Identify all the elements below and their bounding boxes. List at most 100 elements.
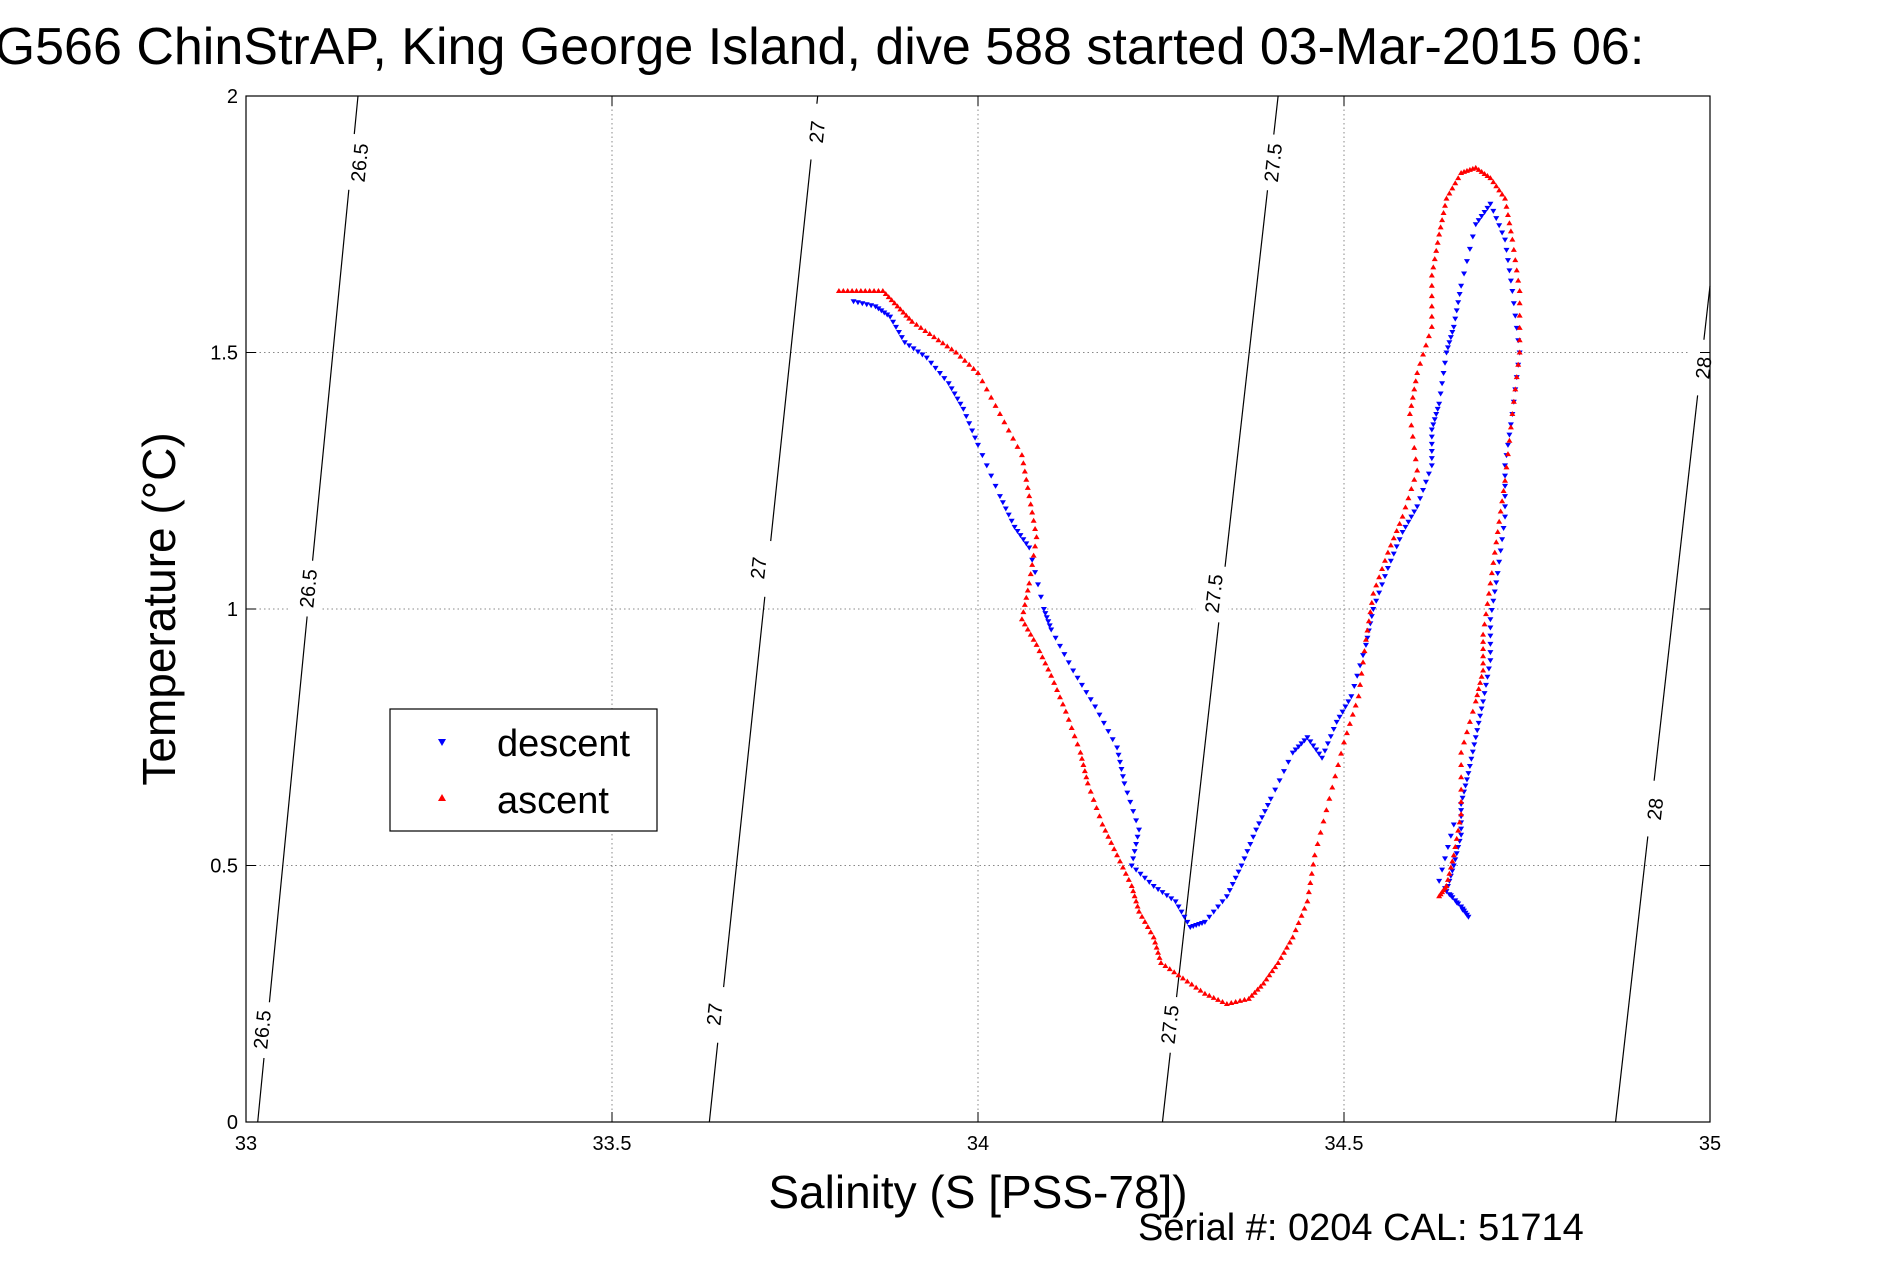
contour-label-bg	[1253, 133, 1293, 193]
descent-point	[1128, 863, 1135, 869]
ascent-point	[1500, 488, 1507, 494]
contour-label: 26.5	[250, 1009, 276, 1050]
ascent-point	[1361, 648, 1368, 654]
descent-point	[972, 435, 979, 441]
descent-point	[1045, 619, 1052, 625]
ascent-point	[1478, 168, 1485, 174]
ascent-point	[1311, 852, 1318, 858]
ascent-point	[1105, 833, 1112, 839]
ascent-point	[1452, 180, 1459, 186]
descent-point	[954, 396, 961, 402]
contour-label: 26.5	[296, 568, 322, 609]
legend-label-descent: descent	[497, 723, 631, 765]
descent-point	[1487, 658, 1494, 664]
ascent-point	[1466, 718, 1473, 724]
contour-label-bg	[739, 538, 778, 598]
ascent-point	[1206, 992, 1213, 998]
descent-point	[1376, 590, 1383, 596]
descent-point	[1487, 625, 1494, 631]
ascent-point	[1188, 981, 1195, 987]
ascent-point	[1480, 646, 1487, 652]
descent-point	[1040, 607, 1047, 612]
ascent-point	[1439, 217, 1446, 223]
descent-point	[898, 335, 905, 341]
ascent-point	[1362, 636, 1369, 642]
descent-point	[1494, 571, 1501, 577]
descent-point	[1493, 580, 1500, 586]
grid-lines	[246, 96, 1710, 1122]
descent-point	[1446, 340, 1453, 346]
ascent-point	[1370, 590, 1377, 596]
descent-point	[1083, 690, 1090, 696]
descent-point	[1241, 856, 1248, 862]
x-tick-label: 33.5	[593, 1133, 632, 1155]
ascent-point	[1223, 1001, 1230, 1007]
descent-point	[1512, 313, 1519, 319]
descent-point	[1503, 247, 1510, 253]
ascent-point	[1343, 730, 1350, 736]
descent-point	[1115, 752, 1122, 758]
descent-point	[1117, 759, 1124, 765]
ascent-point	[1510, 398, 1517, 404]
descent-point	[1056, 643, 1063, 649]
contour-label: 27.5	[1261, 142, 1287, 183]
descent-point	[1087, 697, 1094, 703]
ascent-point	[988, 394, 995, 400]
descent-point	[1119, 774, 1126, 780]
ascent-point	[1442, 202, 1449, 208]
ascent-point	[1516, 324, 1523, 330]
ascent-point	[1497, 508, 1504, 514]
ascent-point	[1409, 394, 1416, 400]
contour-label-bg	[1194, 563, 1233, 624]
ascent-point	[913, 321, 920, 327]
descent-point	[1436, 878, 1443, 884]
contour-label: 27	[703, 1002, 727, 1026]
descent-point	[1442, 856, 1449, 862]
descent-point	[1402, 524, 1409, 530]
descent-point	[948, 386, 955, 392]
descent-point	[1175, 904, 1182, 910]
ascent-point	[1184, 978, 1191, 984]
ascent-point	[1440, 209, 1447, 215]
descent-point	[1096, 712, 1103, 718]
descent-point	[1417, 496, 1424, 502]
ascent-point	[1065, 716, 1072, 722]
ascent-point	[1175, 972, 1182, 978]
descent-point	[1490, 598, 1497, 604]
contour-label: 26.5	[348, 142, 374, 183]
ascent-point	[1266, 972, 1273, 978]
descent-point	[1509, 288, 1516, 294]
descent-point	[1357, 663, 1364, 669]
ascent-point	[1496, 187, 1503, 193]
ascent-point	[1490, 559, 1497, 565]
descent-point	[1118, 767, 1125, 773]
ascent-point	[1210, 994, 1217, 1000]
descent-point	[1447, 335, 1454, 341]
descent-point	[1447, 833, 1454, 839]
descent-point	[1032, 570, 1039, 576]
descent-point	[1433, 412, 1440, 418]
descent-point	[1393, 544, 1400, 550]
ascent-point	[1326, 795, 1333, 801]
descent-point	[1289, 750, 1296, 756]
ascent-point	[1512, 257, 1519, 263]
contour-label-bg	[340, 133, 379, 193]
legend-marker-ascent	[438, 794, 446, 801]
ascent-point	[1399, 513, 1406, 519]
ascent-point	[1409, 433, 1416, 439]
descent-point	[1362, 642, 1369, 648]
ascent-point	[1474, 692, 1481, 698]
descent-point	[1480, 699, 1487, 705]
descent-point	[881, 310, 888, 316]
descent-point	[1130, 856, 1137, 862]
ascent-point	[1032, 543, 1039, 549]
legend-label-ascent: ascent	[497, 780, 609, 822]
series-ascent	[835, 164, 1523, 1007]
ascent-point	[1503, 203, 1510, 209]
descent-point	[1264, 802, 1271, 808]
ascent-point	[1428, 293, 1435, 299]
y-tick-label: 0.5	[210, 856, 238, 878]
ascent-point	[1506, 220, 1513, 226]
ascent-point	[1472, 164, 1479, 170]
descent-point	[868, 303, 875, 309]
